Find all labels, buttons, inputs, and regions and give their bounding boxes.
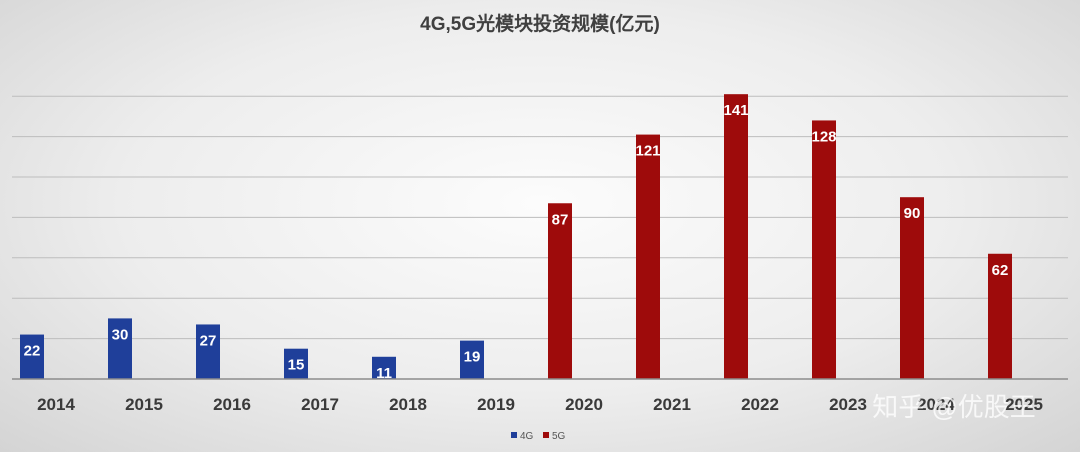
data-label: 27 xyxy=(200,332,217,349)
data-label: 90 xyxy=(904,205,921,222)
bars xyxy=(20,94,1012,380)
data-labels: 22 30 27 15 11 19 87 121 141 128 90 62 xyxy=(24,102,1009,382)
bar-5G-2024 xyxy=(900,197,924,379)
data-label: 87 xyxy=(552,211,569,228)
bar-4G-2018 xyxy=(372,356,396,379)
data-label: 19 xyxy=(464,349,481,366)
x-tick-label: 2025 xyxy=(1005,395,1043,414)
bar-5G-2025 xyxy=(988,253,1012,379)
x-tick-label: 2024 xyxy=(917,395,955,414)
legend-label: 4G xyxy=(520,431,534,442)
x-tick-labels: 2014 2015 2016 2017 2018 2019 2020 2021 2022 2023… xyxy=(37,395,1043,414)
data-label: 128 xyxy=(811,128,836,145)
x-tick-label: 2015 xyxy=(125,395,163,414)
bar-4G-2015 xyxy=(108,318,132,379)
bar-4G-2016 xyxy=(196,324,220,379)
bar-5G-2022 xyxy=(724,94,748,380)
bar-5G-2023 xyxy=(812,120,836,379)
legend-swatch-5G xyxy=(543,432,549,438)
x-tick-label: 2020 xyxy=(565,395,603,414)
legend-label: 5G xyxy=(552,431,566,442)
data-label: 11 xyxy=(376,365,392,382)
data-label: 30 xyxy=(112,326,129,343)
x-tick-label: 2021 xyxy=(653,395,691,414)
bar-4G-2017 xyxy=(284,348,308,379)
bar-5G-2021 xyxy=(636,134,660,379)
x-tick-label: 2014 xyxy=(37,395,75,414)
data-label: 62 xyxy=(992,262,1009,279)
bar-4G-2014 xyxy=(20,334,44,379)
x-tick-label: 2019 xyxy=(477,395,515,414)
chart-title: 4G,5G光模块投资规模(亿元) xyxy=(420,12,660,35)
bar-4G-2019 xyxy=(460,340,484,379)
bar-5G-2020 xyxy=(548,203,572,379)
legend: 4G 5G xyxy=(511,431,566,442)
x-tick-label: 2017 xyxy=(301,395,339,414)
x-tick-label: 2018 xyxy=(389,395,427,414)
x-tick-label: 2016 xyxy=(213,395,251,414)
x-tick-label: 2023 xyxy=(829,395,867,414)
watermark-text: 知乎 @优股王 xyxy=(872,392,1036,422)
x-tick-label: 2022 xyxy=(741,395,779,414)
data-label: 15 xyxy=(288,357,305,374)
data-label: 22 xyxy=(24,343,41,360)
data-label: 121 xyxy=(635,143,660,160)
data-label: 141 xyxy=(723,102,748,119)
legend-swatch-4G xyxy=(511,432,517,438)
gridlines xyxy=(12,95,1068,340)
